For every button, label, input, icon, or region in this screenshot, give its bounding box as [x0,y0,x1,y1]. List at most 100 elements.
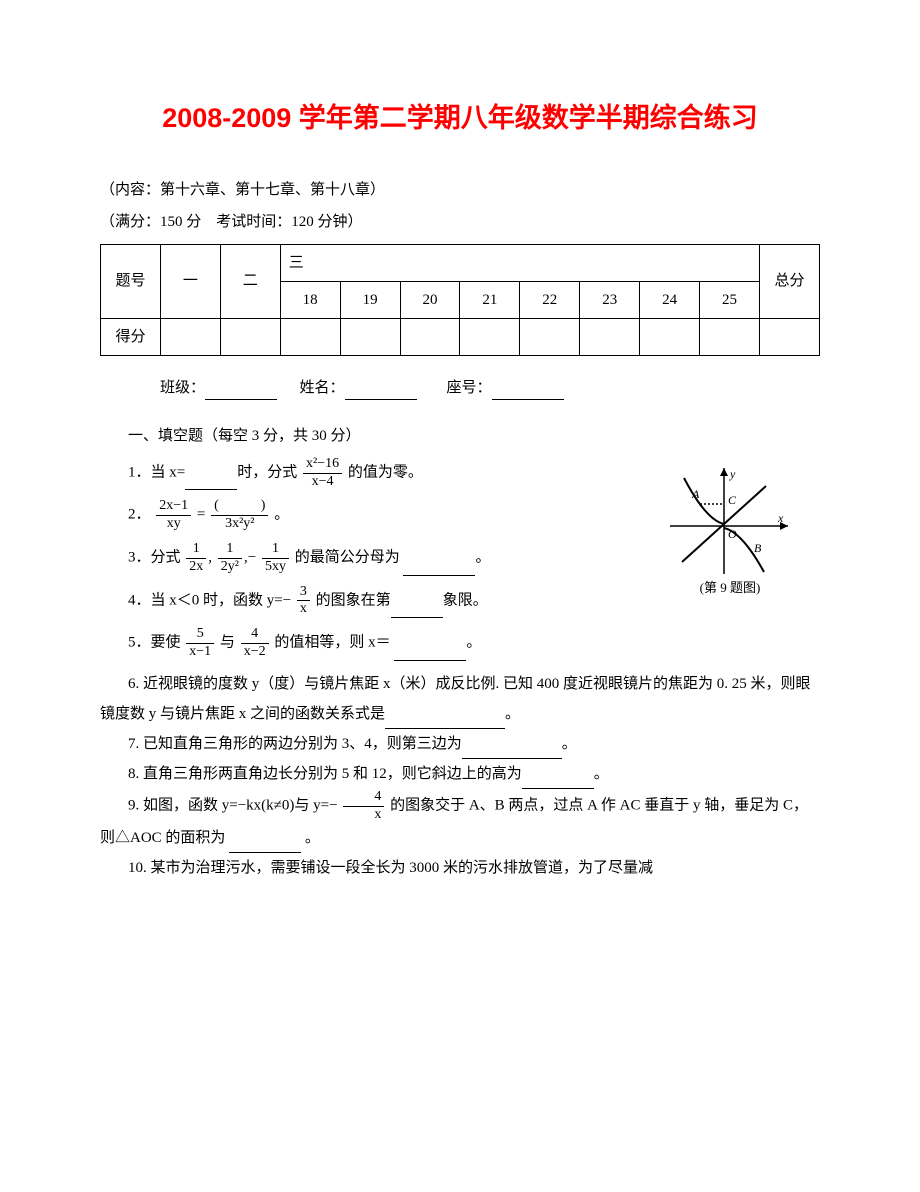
q3-blank [403,558,475,576]
label-o: O [728,527,737,541]
score-cell [580,318,640,355]
q10: 10. 某市为治理污水，需要铺设一段全长为 3000 米的污水排放管道，为了尽量… [100,853,820,883]
q9-figure: A B C O x y (第 9 题图) [660,466,800,599]
q1-mid: 时，分式 [237,465,297,481]
row-score-label: 得分 [101,318,161,355]
q2-lhs-num: 2x−1 [156,498,191,516]
rules-line: （满分：150 分 考试时间：120 分钟） [100,210,820,234]
q9-fd: x [343,807,384,824]
q8-end: 。 [594,766,609,782]
document-title: 2008-2009 学年第二学期八年级数学半期综合练习 [100,100,820,138]
subcol-18: 18 [280,281,340,318]
graph-icon: A B C O x y [670,466,790,574]
q1-pre: 1．当 x= [128,465,185,481]
q7-end: 。 [562,736,577,752]
q4-fd: x [297,601,310,618]
label-c: C [728,493,737,507]
seat-label: 座号： [447,380,492,396]
q4-pre: 4．当 x＜0 时，函数 y=− [128,592,291,608]
q5-pre: 5．要使 [128,635,181,651]
q3-f3n: 1 [262,541,289,559]
subcol-19: 19 [340,281,400,318]
y-arrow-icon [720,468,728,476]
q4-mid: 的图象在第 [316,592,391,608]
q4-blank [391,600,443,618]
score-cell [759,318,819,355]
score-cell [640,318,700,355]
q2-lhs-den: xy [156,516,191,533]
q9-pre: 9. 如图，函数 y=−kx(k≠0)与 y=− [128,798,338,814]
subcol-23: 23 [580,281,640,318]
col-two: 二 [220,244,280,318]
q1-frac: x²−16x−4 [303,456,342,491]
q5-f2: 4x−2 [241,626,269,661]
q3-f1: 12x [186,541,206,576]
score-cell [220,318,280,355]
q3-f2d: 2y² [218,559,242,576]
subcol-24: 24 [640,281,700,318]
q3-f1n: 1 [186,541,206,559]
q2-rhs: ( )3x²y² [211,498,268,533]
q5-f1d: x−1 [186,644,214,661]
class-blank [205,382,277,400]
q5-f1: 5x−1 [186,626,214,661]
subcol-21: 21 [460,281,520,318]
q4-frac: 3x [297,584,310,619]
name-label: 姓名： [300,380,345,396]
q7-pre: 7. 已知直角三角形的两边分别为 3、4，则第三边为 [128,736,462,752]
q2-end: 。 [274,507,289,523]
q5-f2d: x−2 [241,644,269,661]
q5: 5．要使 5x−1 与 4x−2 的值相等，则 x＝ 。 [128,626,820,661]
q9-frac: 4x [343,789,384,824]
q2-eq: = [197,507,205,523]
section1-heading: 一、填空题（每空 3 分，共 30 分） [128,424,820,448]
scope-line: （内容：第十六章、第十七章、第十八章） [100,178,820,202]
q1-den: x−4 [303,474,342,491]
q5-f2n: 4 [241,626,269,644]
score-cell [520,318,580,355]
q5-mid2: 的值相等，则 x＝ [274,635,394,651]
label-y: y [729,467,736,481]
q9-end: 。 [301,830,320,846]
subcol-20: 20 [400,281,460,318]
subcol-22: 22 [520,281,580,318]
col-three: 三 [280,244,759,281]
name-blank [345,382,417,400]
q3-mid: 的最简公分母为 [295,550,404,566]
score-cell [280,318,340,355]
subcol-25: 25 [700,281,760,318]
q9: 9. 如图，函数 y=−kx(k≠0)与 y=− 4x 的图象交于 A、B 两点… [100,789,820,854]
q7: 7. 已知直角三角形的两边分别为 3、4，则第三边为 。 [100,729,820,759]
score-cell [460,318,520,355]
q3-f3d: 5xy [262,559,289,576]
q2-rhs-den: 3x²y² [211,516,268,533]
score-cell [160,318,220,355]
score-table: 题号 一 二 三 总分 18 19 20 21 22 23 24 25 得分 [100,244,820,356]
student-info: 班级： 姓名： 座号： [160,376,820,400]
figure-caption: (第 9 题图) [660,578,800,599]
q3-end: 。 [475,550,490,566]
q6-end: 。 [505,706,520,722]
class-label: 班级： [160,380,205,396]
q5-end: 。 [466,635,481,651]
q5-mid1: 与 [220,635,235,651]
q5-blank [394,643,466,661]
q3-sep2: ,− [244,550,256,566]
curve-tl [684,478,724,524]
q2-label: 2． [128,507,151,523]
q8: 8. 直角三角形两直角边长分别为 5 和 12，则它斜边上的高为 。 [100,759,820,789]
q6-blank [385,711,505,729]
label-b: B [754,541,762,555]
q7-blank [462,741,562,759]
q8-pre: 8. 直角三角形两直角边长分别为 5 和 12，则它斜边上的高为 [128,766,522,782]
score-cell [400,318,460,355]
q1-blank [185,472,237,490]
q3-f1d: 2x [186,559,206,576]
score-cell [700,318,760,355]
col-one: 一 [160,244,220,318]
q5-f1n: 5 [186,626,214,644]
q3-f2n: 1 [218,541,242,559]
q3-f2: 12y² [218,541,242,576]
q6: 6. 近视眼镜的度数 y（度）与镜片焦距 x（米）成反比例. 已知 400 度近… [100,669,820,729]
q1-num: x²−16 [303,456,342,474]
